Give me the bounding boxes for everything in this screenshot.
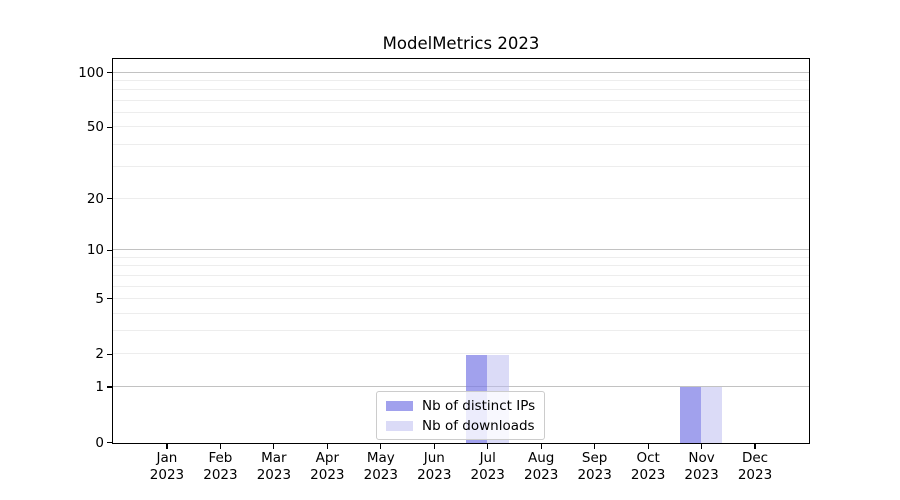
x-tick-mark [647, 444, 649, 449]
legend: Nb of distinct IPs Nb of downloads [376, 391, 546, 440]
x-tick-mark [754, 444, 756, 449]
x-tick-mark [433, 444, 435, 449]
x-tick-mark [273, 444, 275, 449]
x-tick-year: 2023 [363, 466, 398, 483]
x-tick-mark [540, 444, 542, 449]
x-tick-month: Jun [423, 450, 445, 466]
x-tick-year: 2023 [149, 466, 185, 483]
y-tick-mark [107, 249, 112, 251]
y-tick-mark [107, 72, 112, 74]
gridline-minor [113, 112, 809, 114]
x-tick-month: Oct [636, 450, 660, 466]
x-tick-label: Dec 2023 [720, 450, 790, 483]
gridline-minor [113, 89, 809, 91]
gridline-minor [113, 99, 809, 101]
chart-title: ModelMetrics 2023 [382, 34, 540, 53]
x-tick-month: Aug [528, 450, 555, 466]
gridline-major [113, 249, 809, 251]
x-tick-month: May [366, 450, 395, 466]
y-tick-label: 10 [86, 242, 104, 259]
x-tick-month: Sep [581, 450, 608, 466]
gridline-minor [113, 197, 809, 199]
x-tick-label: Mar 2023 [239, 450, 309, 483]
legend-item: Nb of distinct IPs [386, 397, 535, 414]
x-tick-mark [326, 444, 328, 449]
gridline-minor [113, 330, 809, 332]
legend-label: Nb of downloads [422, 417, 535, 434]
y-tick-label: 2 [95, 346, 104, 363]
x-tick-label: May 2023 [346, 450, 416, 483]
x-tick-year: 2023 [684, 466, 719, 483]
x-tick-year: 2023 [203, 466, 238, 483]
x-tick-year: 2023 [256, 466, 292, 483]
legend-swatch [386, 420, 413, 431]
x-tick-year: 2023 [524, 466, 559, 483]
legend-swatch [386, 400, 413, 411]
x-tick-month: Mar [261, 450, 287, 466]
x-tick-mark [700, 444, 703, 449]
x-tick-mark [380, 444, 382, 449]
x-tick-mark [487, 444, 489, 449]
x-tick-year: 2023 [417, 466, 452, 483]
plot-canvas [113, 59, 809, 443]
y-tick-mark [107, 386, 112, 388]
y-tick-label: 0 [95, 434, 104, 451]
x-tick-year: 2023 [470, 466, 505, 483]
x-tick-year: 2023 [630, 466, 666, 483]
x-tick-mark [166, 444, 168, 449]
gridline-minor [113, 353, 809, 355]
gridline-minor [113, 312, 809, 314]
gridline-minor [113, 285, 809, 287]
x-tick-label: Feb 2023 [185, 450, 255, 483]
x-tick-label: Jun 2023 [399, 450, 469, 483]
x-tick-month: Jan [156, 450, 178, 466]
x-tick-label: Nov 2023 [667, 450, 737, 483]
x-tick-label: Apr 2023 [292, 450, 362, 483]
gridline-minor [113, 79, 809, 81]
gridline-minor [113, 143, 809, 145]
plot-area [112, 58, 810, 444]
y-tick-label: 50 [86, 119, 104, 136]
gridline-minor [113, 256, 809, 258]
gridline-major [113, 71, 809, 73]
gridline-minor [113, 274, 809, 276]
x-tick-month: Dec [741, 450, 769, 466]
gridline-minor [113, 265, 809, 267]
x-tick-label: Oct 2023 [613, 450, 683, 483]
x-tick-month: Nov [688, 450, 715, 466]
x-tick-label: Aug 2023 [506, 450, 576, 483]
y-tick-label: 20 [86, 190, 104, 207]
legend-label: Nb of distinct IPs [422, 397, 536, 414]
x-tick-label: Jan 2023 [132, 450, 202, 483]
x-tick-label: Jul 2023 [453, 450, 523, 483]
gridline-minor [113, 297, 809, 299]
gridline-minor [113, 166, 809, 168]
bar-nov-s0 [679, 387, 702, 443]
x-tick-label: Sep 2023 [560, 450, 630, 483]
x-tick-month: Jul [479, 450, 496, 466]
bar-nov-s1 [701, 387, 723, 443]
y-tick-mark [107, 353, 112, 356]
x-tick-mark [219, 444, 221, 449]
gridline-major [113, 385, 809, 387]
y-tick-mark [107, 197, 112, 200]
x-tick-month: Feb [208, 450, 233, 466]
x-tick-year: 2023 [310, 466, 345, 483]
y-tick-mark [107, 126, 112, 128]
y-tick-label: 100 [78, 64, 104, 81]
legend-item: Nb of downloads [386, 417, 535, 434]
x-tick-mark [594, 444, 596, 449]
x-tick-month: Apr [315, 450, 340, 466]
y-tick-label: 5 [95, 290, 104, 307]
y-tick-mark [107, 298, 112, 300]
y-tick-mark [107, 441, 112, 444]
y-tick-label: 1 [95, 378, 104, 395]
x-tick-year: 2023 [737, 466, 773, 483]
gridline-minor [113, 126, 809, 128]
x-tick-year: 2023 [577, 466, 612, 483]
